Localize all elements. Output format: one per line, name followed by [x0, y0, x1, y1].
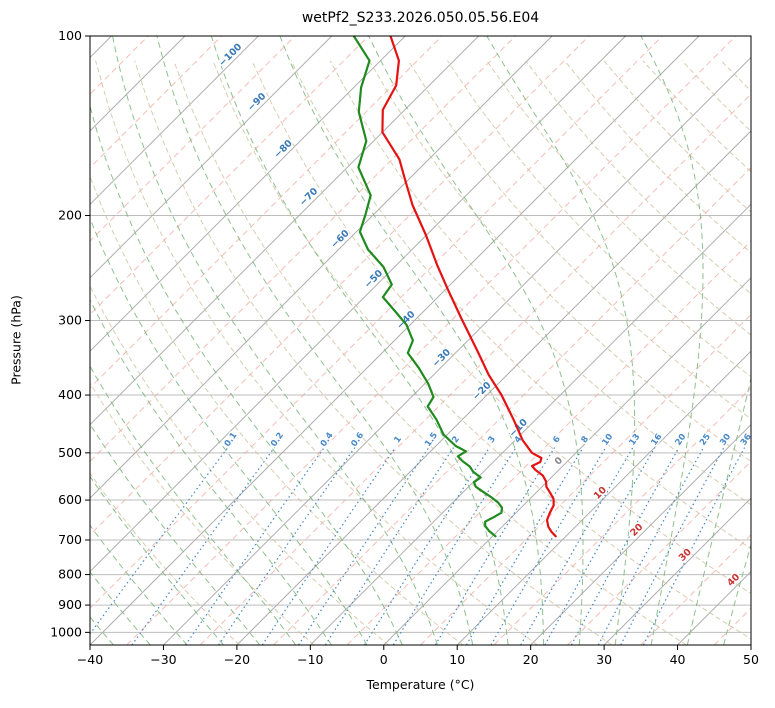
svg-text:600: 600 [58, 492, 82, 507]
svg-text:−40: −40 [77, 652, 103, 667]
mixing-ratio-lines [90, 447, 746, 645]
svg-text:100: 100 [58, 28, 82, 43]
x-tick-labels: −40 −30 −20 −10 0 10 20 30 40 50 [77, 645, 759, 667]
svg-text:−20: −20 [224, 652, 250, 667]
svg-text:40: 40 [670, 652, 686, 667]
svg-text:30: 30 [677, 546, 694, 563]
svg-text:0.6: 0.6 [349, 431, 366, 449]
svg-text:0.4: 0.4 [319, 431, 336, 449]
temperature-curve [381, 36, 557, 538]
svg-text:0: 0 [380, 652, 388, 667]
svg-text:−10: −10 [297, 652, 323, 667]
svg-text:30: 30 [596, 652, 612, 667]
svg-text:1000: 1000 [50, 624, 82, 639]
svg-text:6: 6 [551, 434, 563, 445]
svg-text:10: 10 [600, 432, 615, 447]
isotherm-lines [90, 36, 751, 645]
svg-text:−30: −30 [150, 652, 176, 667]
x-axis-title: Temperature (°C) [366, 677, 475, 692]
isobar-gridlines [90, 36, 751, 633]
plot-frame [89, 35, 752, 646]
svg-text:800: 800 [58, 567, 82, 582]
svg-text:500: 500 [58, 445, 82, 460]
svg-text:13: 13 [628, 432, 643, 447]
svg-text:20: 20 [628, 521, 645, 538]
svg-text:16: 16 [649, 432, 664, 447]
svg-text:1.5: 1.5 [423, 431, 440, 449]
svg-text:300: 300 [58, 313, 82, 328]
dewpoint-curve [352, 36, 504, 538]
moist-adiabat-lines [90, 36, 751, 645]
svg-text:700: 700 [58, 532, 82, 547]
svg-text:8: 8 [580, 434, 592, 445]
svg-text:50: 50 [743, 652, 759, 667]
svg-text:0.1: 0.1 [223, 431, 240, 449]
svg-text:0.2: 0.2 [269, 431, 286, 449]
svg-text:40: 40 [725, 571, 742, 588]
dry-adiabat-lines [90, 60, 751, 645]
svg-text:400: 400 [58, 387, 82, 402]
chart-title: wetPf2_S233.2026.050.05.56.E04 [301, 10, 540, 26]
plot-field: 0.1 0.2 0.4 0.6 1 1.5 2 3 4 6 8 10 13 16 20 25 30 36−100−… [90, 36, 751, 645]
mixing-ratio-labels: 0.1 0.2 0.4 0.6 1 1.5 2 3 4 6 8 10 13 16 20 25 30 36 [221, 429, 751, 450]
svg-text:200: 200 [58, 208, 82, 223]
svg-text:25: 25 [698, 432, 713, 447]
svg-text:20: 20 [523, 652, 539, 667]
svg-text:−100: −100 [217, 41, 245, 69]
svg-text:10: 10 [449, 652, 465, 667]
y-tick-labels: 100 200 300 400 500 600 700 800 900 1000 [50, 28, 90, 639]
svg-text:20: 20 [673, 432, 688, 447]
svg-text:900: 900 [58, 597, 82, 612]
svg-text:10: 10 [592, 484, 609, 501]
